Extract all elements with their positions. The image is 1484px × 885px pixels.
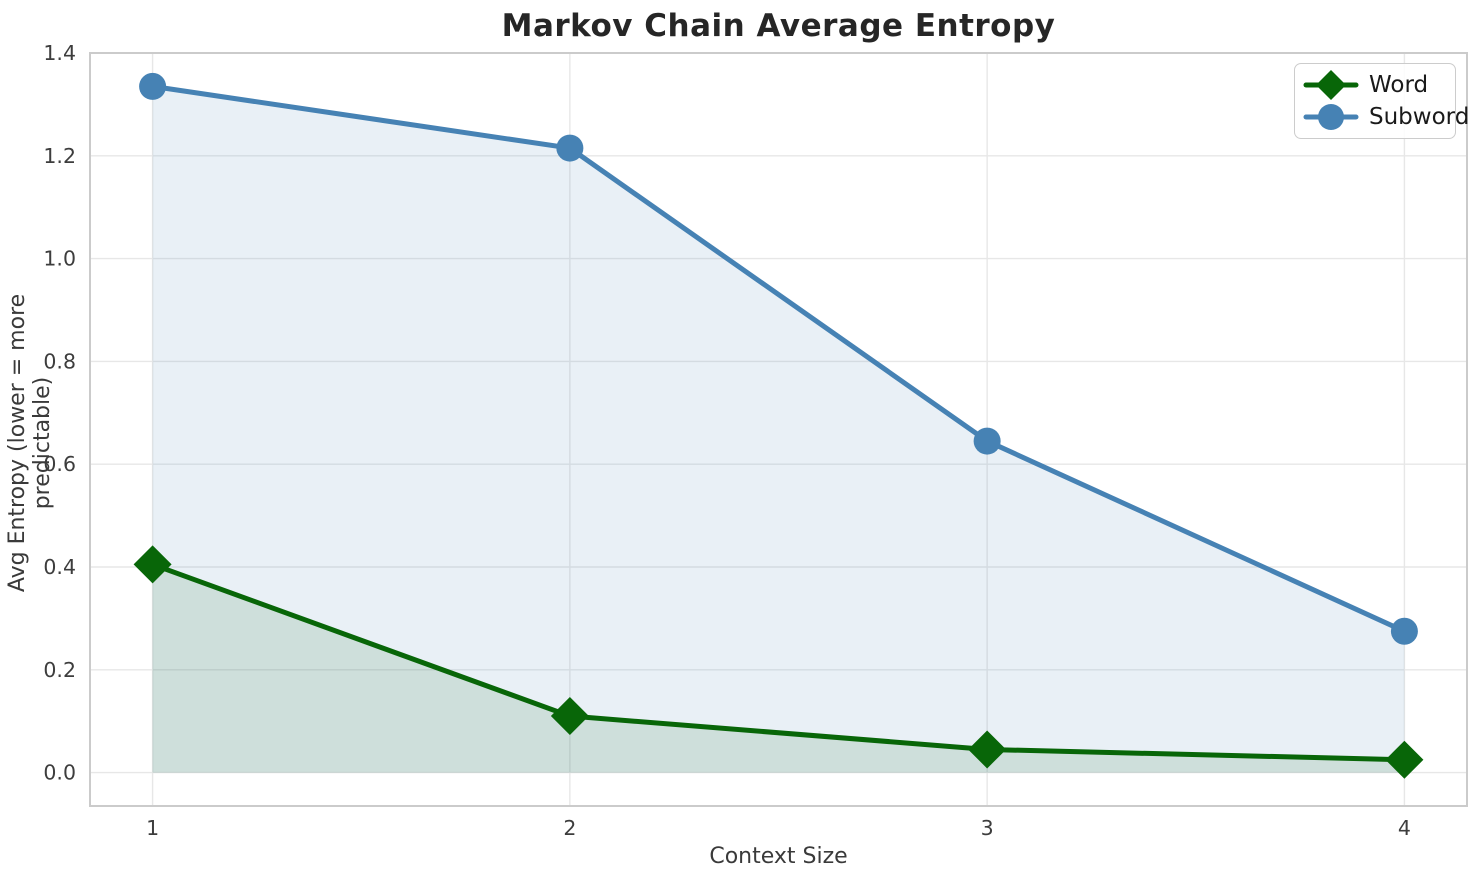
- x-tick-label: 3: [981, 816, 994, 840]
- word-marker: [1385, 740, 1424, 779]
- legend-item-word[interactable]: Word: [1303, 70, 1443, 100]
- word-line: [150, 561, 1407, 763]
- legend: Word Subword: [1294, 63, 1469, 139]
- word-marker: [968, 730, 1007, 769]
- x-axis-label: Context Size: [709, 844, 848, 869]
- y-tick-label: 1.2: [43, 144, 76, 168]
- legend-label-word: Word: [1369, 72, 1429, 98]
- y-tick-label: 0.6: [43, 452, 76, 476]
- y-tick-label: 0.2: [43, 658, 76, 682]
- subword-series-circle-icon: [1303, 104, 1359, 130]
- word-marker: [133, 545, 172, 584]
- word-area-fill: [152, 564, 1405, 773]
- subword-marker: [973, 427, 1001, 455]
- y-tick-label: 1.0: [43, 247, 76, 271]
- x-tick-label: 4: [1398, 816, 1411, 840]
- y-tick-label: 0.0: [43, 761, 76, 785]
- y-tick-label: 0.4: [43, 555, 76, 579]
- x-tick-label: 1: [146, 816, 159, 840]
- subword-marker: [139, 72, 167, 100]
- x-tick-label: 2: [563, 816, 576, 840]
- legend-label-subword: Subword: [1369, 104, 1470, 130]
- y-tick-label: 1.4: [43, 41, 76, 65]
- legend-marker-circle-icon: [1318, 104, 1344, 130]
- subword-marker: [1390, 617, 1418, 645]
- y-tick-label: 0.8: [43, 349, 76, 373]
- legend-item-subword[interactable]: Subword: [1303, 102, 1469, 132]
- subword-line: [150, 83, 1407, 634]
- word-series-diamond-icon: [1303, 70, 1359, 100]
- y-axis-label: Avg Entropy (lower = more predictable): [5, 293, 55, 593]
- subword-area-fill: [152, 86, 1405, 773]
- axes-spines: [89, 52, 1468, 807]
- word-marker: [550, 697, 589, 736]
- legend-marker-diamond-icon: [1316, 70, 1346, 100]
- subword-marker: [556, 134, 584, 162]
- chart-title: Markov Chain Average Entropy: [501, 8, 1056, 44]
